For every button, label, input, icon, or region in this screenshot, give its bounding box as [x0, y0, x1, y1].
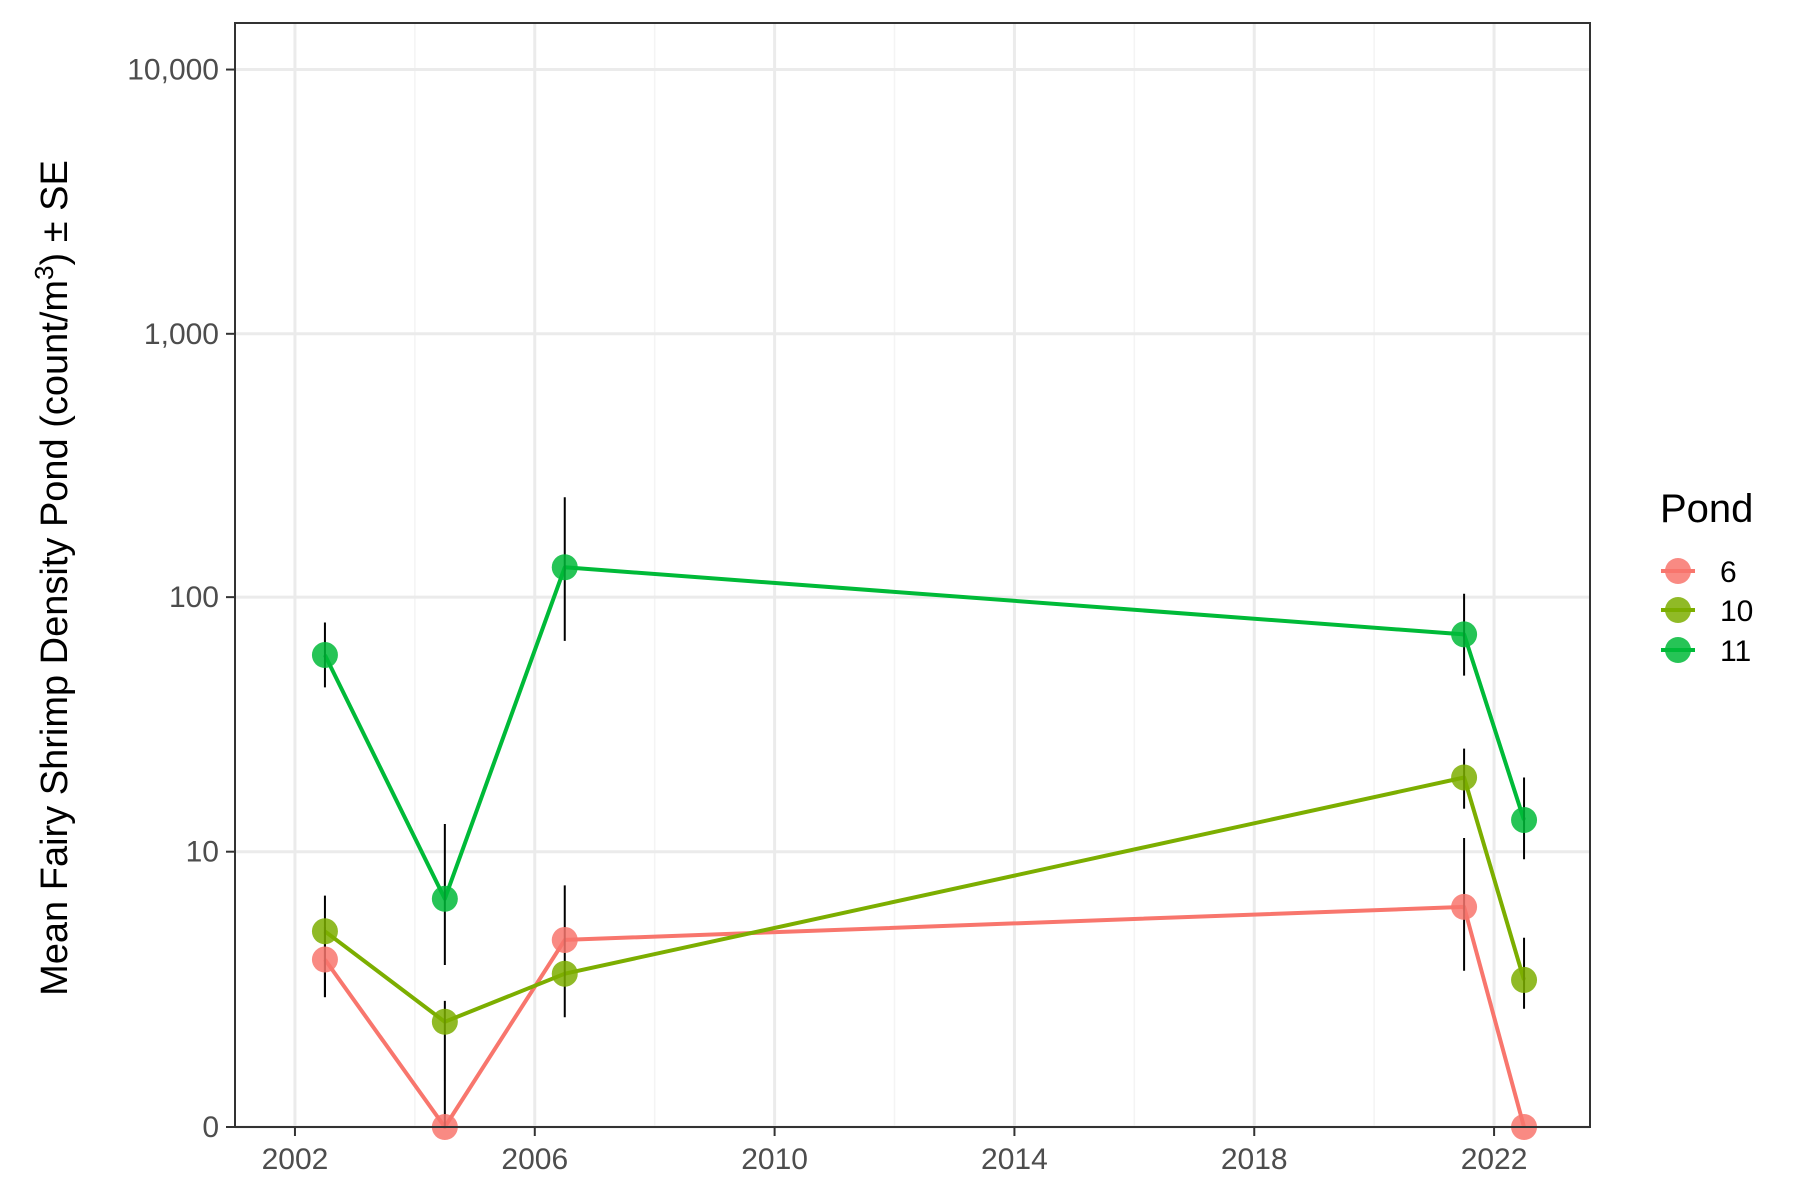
x-tick-label: 2002 — [262, 1143, 329, 1176]
data-point-6 — [311, 946, 338, 973]
data-point-6 — [551, 926, 578, 953]
data-point-11 — [1451, 621, 1478, 648]
x-tick-label: 2022 — [1461, 1143, 1528, 1176]
data-point-10 — [1511, 966, 1538, 993]
panel-border — [234, 22, 1591, 1128]
panel-background — [235, 23, 1590, 1127]
legend-title: Pond — [1660, 487, 1753, 531]
x-tick-label: 2014 — [981, 1143, 1048, 1176]
data-point-10 — [1451, 764, 1478, 791]
legend-label-10: 10 — [1720, 595, 1753, 628]
data-point-6 — [1451, 893, 1478, 920]
y-tick-label: 1,000 — [144, 318, 219, 351]
data-point-11 — [551, 554, 578, 581]
y-tick-label: 10,000 — [127, 54, 219, 87]
data-point-11 — [431, 885, 458, 912]
y-tick-label: 100 — [169, 581, 219, 614]
data-point-11 — [311, 642, 338, 669]
legend-label-6: 6 — [1720, 556, 1737, 589]
x-tick-label: 2018 — [1221, 1143, 1288, 1176]
plot-area — [235, 23, 1590, 1140]
axes: 0 10 100 1,000 10,000 2002 2006 2010 2014 2018 202… — [127, 22, 1591, 1176]
y-axis-title: Mean Fairy Shrimp Density Pond (count/m3… — [29, 160, 76, 996]
legend: Pond 6 10 11 — [1660, 487, 1753, 668]
y-tick-label: 0 — [202, 1111, 219, 1144]
data-point-10 — [431, 1008, 458, 1035]
x-tick-label: 2010 — [741, 1143, 808, 1176]
y-tick-label: 10 — [186, 836, 219, 869]
legend-key-point-11 — [1665, 637, 1691, 663]
legend-key-point-6 — [1665, 558, 1691, 584]
data-point-11 — [1511, 806, 1538, 833]
data-point-10 — [551, 960, 578, 987]
legend-label-11: 11 — [1720, 635, 1751, 668]
legend-key-point-10 — [1665, 597, 1691, 623]
x-tick-label: 2006 — [501, 1143, 568, 1176]
data-point-10 — [311, 918, 338, 945]
